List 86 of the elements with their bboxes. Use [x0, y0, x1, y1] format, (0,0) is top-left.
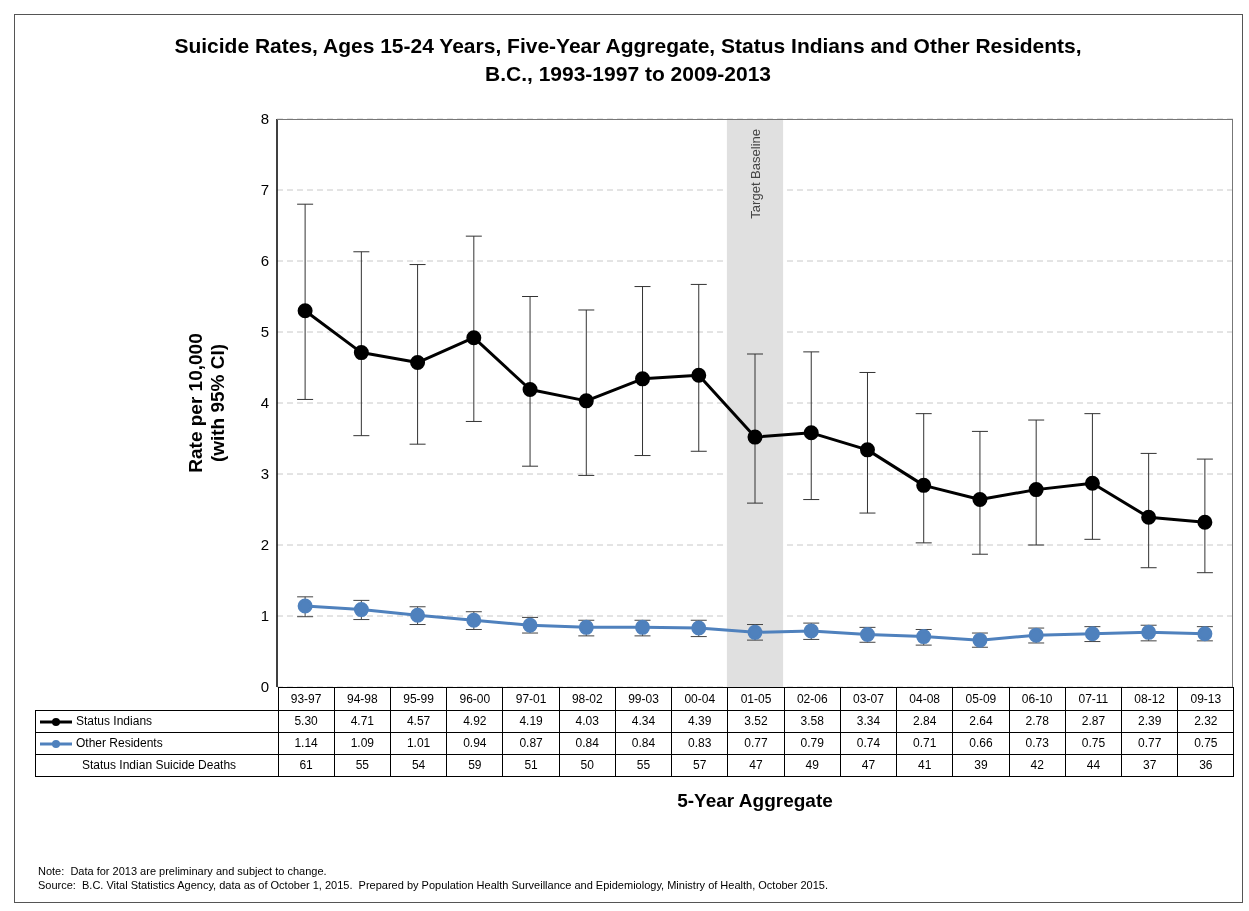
text: 37	[1121, 754, 1178, 776]
data-label: 0.84	[559, 732, 616, 754]
x-tick-label: 08-12	[1121, 687, 1178, 710]
y-tick-label: 0	[260, 678, 269, 696]
x-tick-label: 04-08	[896, 687, 953, 710]
data-label: 0.79	[784, 732, 841, 754]
x-tick-label: 06-10	[1009, 687, 1066, 710]
band-label: Target Baseline	[748, 129, 763, 219]
data-label: 2.84	[896, 710, 953, 732]
data-label: 0.73	[1009, 732, 1066, 754]
data-label: 0.84	[615, 732, 672, 754]
text: 55	[334, 754, 391, 776]
data-label: 1.09	[334, 732, 391, 754]
x-tick-label: 95-99	[390, 687, 447, 710]
data-label: 0.66	[952, 732, 1010, 754]
x-tick-label: 93-97	[278, 687, 335, 710]
y-tick-label: 3	[260, 465, 269, 483]
data-label: 4.92	[446, 710, 503, 732]
data-label: 0.87	[502, 732, 560, 754]
x-axis-title: 5-Year Aggregate	[676, 790, 834, 812]
data-label: 0.74	[840, 732, 897, 754]
text: 51	[502, 754, 560, 776]
text: 61	[278, 754, 335, 776]
text: 57	[671, 754, 728, 776]
y-tick-label: 6	[260, 252, 269, 270]
x-tick-label: 97-01	[502, 687, 560, 710]
data-label: 0.75	[1177, 732, 1234, 754]
x-tick-label: 01-05	[727, 687, 785, 710]
chart-title: Suicide Rates, Ages 15-24 Years, Five-Year Aggregate, Status Indians and Other Residents, B.C., 1993-1997 to 2009-2013	[173, 33, 1083, 87]
data-label: 0.77	[1121, 732, 1178, 754]
y-tick-label: 1	[260, 607, 269, 625]
y-tick-label: 4	[260, 394, 269, 412]
x-tick-label: 03-07	[840, 687, 897, 710]
x-tick-label: 99-03	[615, 687, 672, 710]
data-label: 0.71	[896, 732, 953, 754]
text: 36	[1177, 754, 1234, 776]
data-label: 0.75	[1065, 732, 1122, 754]
x-tick-label: 07-11	[1065, 687, 1122, 710]
source-note: Source: B.C. Vital Statistics Agency, data as of October 1, 2015. Prepared by Population Health Surveillance and Epidemiology, Ministry of Health, October 2015.	[38, 878, 828, 892]
data-label: 1.01	[390, 732, 447, 754]
data-label: 4.71	[334, 710, 391, 732]
text: 54	[390, 754, 447, 776]
data-label: 2.64	[952, 710, 1010, 732]
x-tick-label: 98-02	[559, 687, 616, 710]
data-label: 1.14	[278, 732, 335, 754]
text: 42	[1009, 754, 1066, 776]
x-tick-label: 94-98	[334, 687, 391, 710]
text: Note: Data for 2013 are preliminary and subject to change.	[38, 864, 328, 878]
legend-label: Other Residents	[35, 732, 278, 754]
data-label: 3.34	[840, 710, 897, 732]
data-label: 4.57	[390, 710, 447, 732]
y-axis-title: Rate per 10,000 (with 95% CI)	[185, 333, 229, 473]
x-tick-label: 00-04	[671, 687, 728, 710]
data-label: 0.77	[727, 732, 785, 754]
y-tick-label: 8	[260, 110, 269, 128]
text: 55	[615, 754, 672, 776]
x-tick-label: 05-09	[952, 687, 1010, 710]
text: 47	[727, 754, 785, 776]
data-label: 2.32	[1177, 710, 1234, 732]
data-label: 4.03	[559, 710, 616, 732]
x-tick-label: 96-00	[446, 687, 503, 710]
data-label: 0.94	[446, 732, 503, 754]
y-tick-label: 7	[260, 181, 269, 199]
text: 41	[896, 754, 953, 776]
text: 49	[784, 754, 841, 776]
data-label: 0.83	[671, 732, 728, 754]
data-label: 3.58	[784, 710, 841, 732]
text: 47	[840, 754, 897, 776]
data-label: 2.87	[1065, 710, 1122, 732]
data-label: 4.19	[502, 710, 560, 732]
text: 50	[559, 754, 616, 776]
text: 44	[1065, 754, 1122, 776]
data-label: 2.39	[1121, 710, 1178, 732]
data-label: 5.30	[278, 710, 335, 732]
x-tick-label: 09-13	[1177, 687, 1234, 710]
text: 39	[952, 754, 1010, 776]
data-label: 2.78	[1009, 710, 1066, 732]
y-tick-label: 5	[260, 323, 269, 341]
data-label: 3.52	[727, 710, 785, 732]
y-tick-label: 2	[260, 536, 269, 554]
legend-label: Status Indians	[35, 710, 278, 732]
text: 59	[446, 754, 503, 776]
data-label: 4.39	[671, 710, 728, 732]
x-tick-label: 02-06	[784, 687, 841, 710]
data-label: 4.34	[615, 710, 672, 732]
text: Status Indian Suicide Deaths	[35, 754, 278, 776]
